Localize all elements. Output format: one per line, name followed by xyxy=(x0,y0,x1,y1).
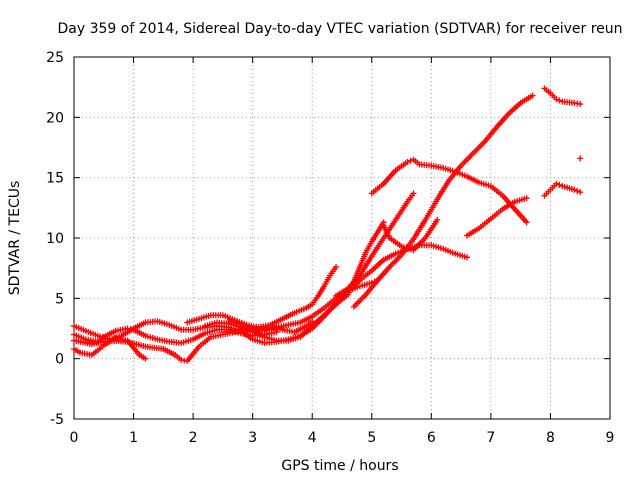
data-point-marker xyxy=(434,216,441,223)
data-point-marker xyxy=(142,355,149,362)
y-tick-label: 0 xyxy=(55,352,64,368)
data-series xyxy=(380,216,441,254)
data-series xyxy=(464,195,530,239)
x-tick-label: 5 xyxy=(367,430,376,446)
data-point-marker xyxy=(571,186,578,193)
y-tick-label: 20 xyxy=(46,110,64,126)
y-tick-label: 25 xyxy=(46,50,64,66)
y-tick-labels: -5 0 5 10 15 20 25 xyxy=(46,50,64,428)
y-tick-label: 15 xyxy=(46,171,64,187)
data-point-marker xyxy=(577,155,584,162)
x-tick-label: 8 xyxy=(546,430,555,446)
data-point-marker xyxy=(404,158,411,165)
x-axis-title: GPS time / hours xyxy=(281,458,398,474)
data-point-marker xyxy=(523,195,530,202)
axis-ticks xyxy=(73,56,611,420)
y-axis-title: SDTVAR / TECUs xyxy=(7,181,23,296)
data-series xyxy=(350,92,536,310)
x-tick-label: 2 xyxy=(189,430,198,446)
data-point-marker xyxy=(553,96,560,103)
data-point-marker xyxy=(574,187,581,194)
x-tick-labels: 0 1 2 3 4 5 6 7 8 9 xyxy=(70,430,615,446)
y-tick-label: 10 xyxy=(46,231,64,247)
data-point-marker xyxy=(410,190,417,197)
chart-title: Day 359 of 2014, Sidereal Day-to-day VTE… xyxy=(57,21,622,37)
data-point-marker xyxy=(529,92,536,99)
y-tick-label: -5 xyxy=(50,412,64,428)
data-point-marker xyxy=(333,263,340,270)
x-tick-label: 3 xyxy=(248,430,257,446)
data-series xyxy=(333,190,417,299)
data-series xyxy=(577,155,584,162)
x-tick-label: 7 xyxy=(486,430,495,446)
data-point-marker xyxy=(523,219,530,226)
data-point-marker xyxy=(577,101,584,108)
x-tick-label: 9 xyxy=(606,430,615,446)
x-tick-label: 6 xyxy=(427,430,436,446)
data-point-marker xyxy=(464,254,471,261)
x-tick-label: 1 xyxy=(129,430,138,446)
data-series xyxy=(71,318,316,365)
y-tick-label: 5 xyxy=(55,291,64,307)
data-point-marker xyxy=(556,181,563,188)
x-tick-label: 0 xyxy=(70,430,79,446)
data-point-marker xyxy=(556,97,563,104)
data-series xyxy=(541,180,584,199)
data-series xyxy=(541,85,584,108)
data-point-marker xyxy=(577,189,584,196)
x-tick-label: 4 xyxy=(308,430,317,446)
data-point-marker xyxy=(553,180,560,187)
data-series xyxy=(368,156,530,226)
data-points xyxy=(71,85,584,365)
